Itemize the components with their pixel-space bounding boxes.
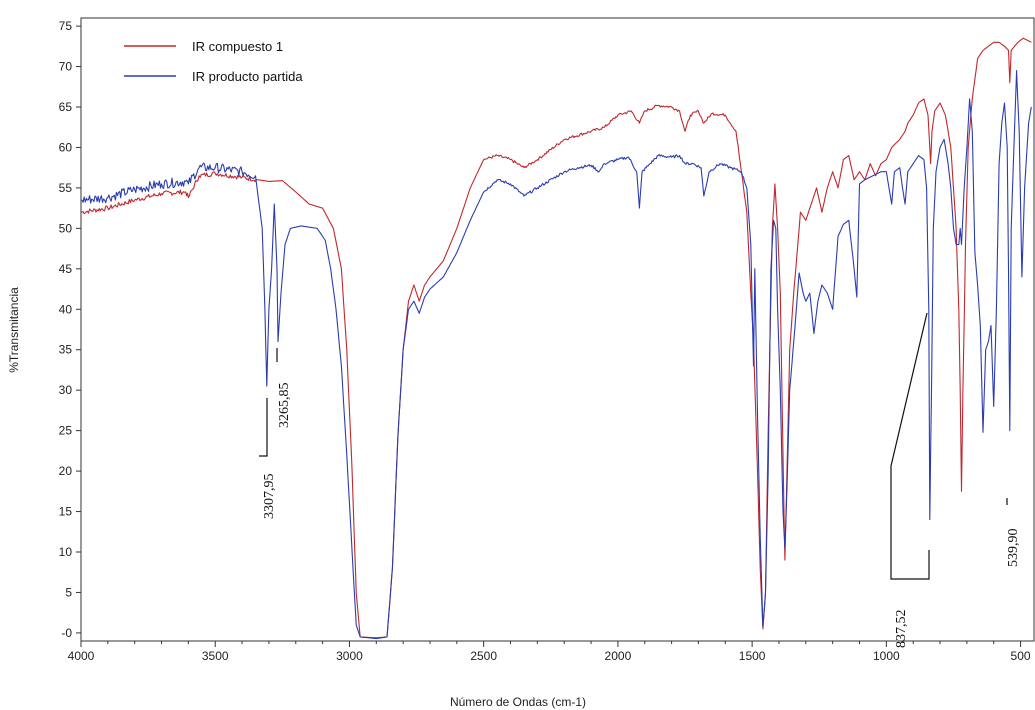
annotation-label-837: 837,52: [894, 610, 909, 649]
y-tick-label: 25: [59, 424, 73, 438]
y-tick-label: 5: [65, 585, 72, 599]
y-tick-label: 70: [59, 60, 73, 74]
x-tick-label: 3500: [202, 649, 229, 663]
y-tick-label: 20: [59, 464, 73, 478]
annotation-label-539: 539,90: [1006, 529, 1021, 568]
y-axis-title: %Transmitancia: [7, 287, 21, 373]
y-tick-label: 30: [59, 383, 73, 397]
legend-label-producto: IR producto partida: [192, 69, 303, 84]
annotation-leader-3307: [259, 398, 268, 457]
legend: IR compuesto 1 IR producto partida: [124, 39, 303, 84]
legend-label-compuesto: IR compuesto 1: [192, 39, 283, 54]
x-tick-label: 4000: [68, 649, 95, 663]
y-tick-label: 50: [59, 221, 73, 235]
y-tick-label: 55: [59, 181, 73, 195]
series-layer: [80, 37, 1032, 640]
annotation-label-3307: 3307,95: [262, 474, 277, 520]
x-tick-label: 500: [1011, 649, 1031, 663]
x-tick-label: 2500: [470, 649, 497, 663]
y-tick-label: 10: [59, 545, 73, 559]
x-axis: 4000 3500 3000 2500 2000 1500 1000 500: [68, 641, 1031, 663]
annotation-leader-837: [890, 312, 930, 580]
y-tick-label: 65: [59, 100, 73, 114]
x-tick-label: 2000: [605, 649, 632, 663]
x-tick-label: 1000: [873, 649, 900, 663]
x-tick-label: 3000: [336, 649, 363, 663]
y-tick-label: 15: [59, 505, 73, 519]
y-tick-label: 45: [59, 262, 73, 276]
y-tick-label: -0: [61, 626, 72, 640]
annotation-label-3265: 3265,85: [277, 383, 292, 429]
y-tick-label: 35: [59, 343, 73, 357]
x-axis-title: Número de Ondas (cm-1): [450, 695, 586, 709]
y-tick-label: 40: [59, 302, 73, 316]
x-tick-label: 1500: [739, 649, 766, 663]
peak-annotations: 3307,95 3265,85 837,52 539,90: [259, 312, 1021, 649]
y-axis: -0 5 10 15 20 25 30 35 40 45 50 55 60 65 70 75: [59, 19, 81, 640]
series-ir-compuesto-1: [80, 37, 1032, 639]
series-ir-producto-partida: [80, 70, 1032, 640]
y-tick-label: 60: [59, 140, 73, 154]
plot-frame: [80, 17, 1035, 642]
y-tick-label: 75: [59, 19, 73, 33]
